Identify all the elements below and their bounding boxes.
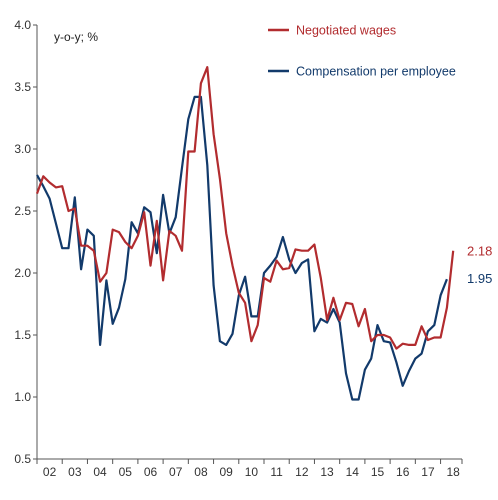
series-line-negotiated-wages (35, 66, 455, 350)
x-tick-label: 06 (144, 465, 158, 479)
x-tick-label: 16 (396, 465, 410, 479)
x-tick-label: 18 (446, 465, 460, 479)
y-tick-label: 2.5 (14, 204, 31, 218)
y-axis-unit-label: y-o-y; % (54, 30, 98, 44)
x-tick-label: 10 (245, 465, 259, 479)
x-tick-label: 03 (68, 465, 82, 479)
x-tick-label: 07 (169, 465, 183, 479)
series-line-compensation-per-employee (36, 95, 448, 401)
x-tick-label: 15 (371, 465, 385, 479)
y-tick-label: 0.5 (14, 452, 31, 466)
y-tick-label: 1.5 (14, 328, 31, 342)
legend: Negotiated wages Compensation per employe… (268, 24, 456, 79)
x-tick-label: 17 (421, 465, 435, 479)
x-axis-ticks: 02 03 04 05 06 07 08 09 10 11 12 13 14 15 16 17 18 (36, 459, 463, 479)
series-lines (35, 66, 455, 401)
axes (36, 25, 462, 460)
y-tick-label: 4.0 (14, 18, 31, 32)
x-tick-label: 05 (119, 465, 133, 479)
legend-entry-label: Compensation per employee (296, 65, 456, 79)
end-value-label: 1.95 (467, 271, 492, 286)
y-tick-label: 3.0 (14, 142, 31, 156)
x-tick-label: 09 (219, 465, 233, 479)
y-tick-label: 1.0 (14, 390, 31, 404)
end-value-label: 2.18 (467, 244, 492, 259)
legend-entry-label: Negotiated wages (296, 24, 396, 38)
x-tick-label: 04 (93, 465, 107, 479)
x-tick-label: 14 (346, 465, 360, 479)
y-axis-ticks: 0.5 1.0 1.5 2.0 2.5 3.0 3.5 4.0 (14, 18, 37, 466)
x-tick-label: 11 (270, 465, 283, 479)
x-tick-label: 13 (320, 465, 334, 479)
x-tick-label: 02 (43, 465, 57, 479)
y-tick-label: 3.5 (14, 80, 31, 94)
x-tick-label: 12 (295, 465, 309, 479)
end-value-labels: 2.18 1.95 (467, 244, 492, 287)
x-tick-label: 08 (194, 465, 208, 479)
y-tick-label: 2.0 (14, 266, 31, 280)
